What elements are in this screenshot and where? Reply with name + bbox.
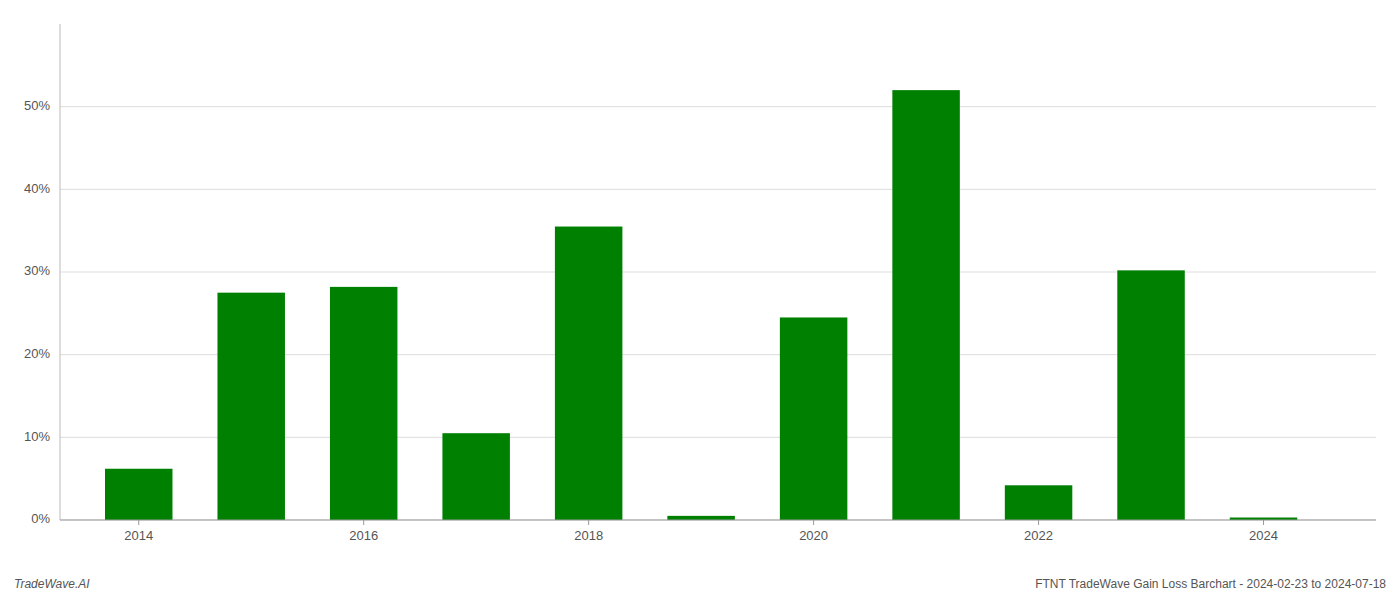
x-axis-line [60, 520, 1376, 521]
y-tick-label: 10% [24, 429, 50, 444]
y-tick-label: 50% [24, 98, 50, 113]
grid-line [60, 106, 1376, 107]
y-tick-label: 30% [24, 263, 50, 278]
bar [442, 433, 509, 520]
x-tick-label: 2014 [124, 528, 153, 543]
bar [330, 287, 397, 520]
x-tick [813, 520, 814, 525]
x-tick-label: 2020 [799, 528, 828, 543]
x-tick-label: 2016 [349, 528, 378, 543]
bar [217, 293, 284, 520]
x-tick-label: 2024 [1249, 528, 1278, 543]
y-tick-label: 20% [24, 346, 50, 361]
bar [1005, 485, 1072, 520]
y-axis-line [60, 24, 61, 520]
footer-left: TradeWave.AI [14, 577, 90, 591]
title: FTNT TradeWave Gain Loss Barchart - 2024… [1035, 577, 1386, 591]
x-tick [1263, 520, 1264, 525]
bar [1117, 270, 1184, 520]
grid-line [60, 189, 1376, 190]
y-tick-label: 0% [31, 511, 50, 526]
chart: 0% 10% 20% 30% 40% 50% 2014 2016 2018 2020 2022 202… [0, 0, 1400, 600]
y-grid [60, 107, 1376, 520]
bar [780, 317, 847, 520]
x-tick-label: 2018 [574, 528, 603, 543]
bar [555, 227, 622, 520]
y-tick-label: 40% [24, 181, 50, 196]
x-tick [588, 520, 589, 525]
x-tick [363, 520, 364, 525]
bar [667, 516, 734, 520]
chart-container: 0% 10% 20% 30% 40% 50% 2014 2016 2018 2020 2022 202… [0, 0, 1400, 600]
x-tick-label: 2022 [1024, 528, 1053, 543]
bar [105, 469, 172, 520]
x-tick [1038, 520, 1039, 525]
grid-line [60, 520, 1376, 521]
bar [892, 90, 959, 520]
x-tick [138, 520, 139, 525]
bars [105, 90, 1297, 520]
